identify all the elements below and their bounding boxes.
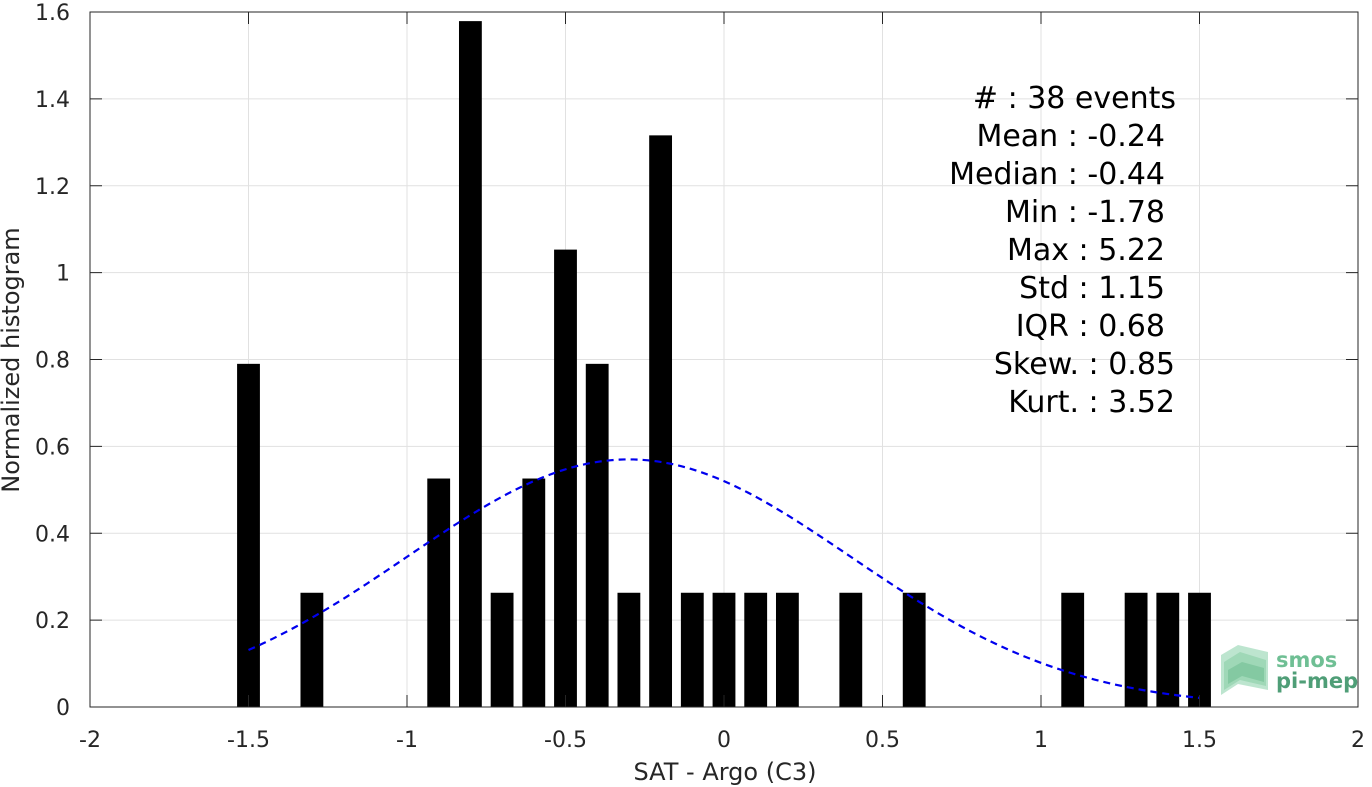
- histogram-bars: [237, 21, 1211, 708]
- histogram-bar: [775, 592, 799, 707]
- x-tick-label: 1: [1034, 728, 1048, 753]
- histogram-bar: [712, 592, 736, 707]
- histogram-bar: [744, 592, 768, 707]
- stat-line: Skew. : 0.85: [994, 347, 1175, 382]
- x-tick-label: 0: [717, 728, 731, 753]
- histogram-bar: [300, 592, 324, 707]
- x-tick-label: 1.5: [1182, 728, 1217, 753]
- histogram-bar: [1061, 592, 1085, 707]
- x-tick-label: -1: [396, 728, 418, 753]
- histogram-bar: [585, 363, 609, 707]
- histogram-bar: [649, 135, 673, 708]
- stat-line: # : 38 events: [973, 81, 1176, 116]
- histogram-bar: [680, 592, 704, 707]
- stat-line: Max : 5.22: [1007, 233, 1165, 268]
- gaussian-fit-line: [248, 458, 1200, 700]
- stat-line: Mean : -0.24: [976, 119, 1165, 154]
- logo-text-line1: smos: [1276, 648, 1337, 672]
- histogram-bar: [522, 478, 546, 707]
- x-tick-labels: -2 -1.5 -1 -0.5 0 0.5 1 1.5 2: [79, 728, 1365, 753]
- histogram-bar: [458, 21, 482, 707]
- y-tick-label: 0.6: [35, 435, 70, 460]
- histogram-bar: [554, 249, 577, 707]
- stat-line: IQR : 0.68: [1016, 309, 1165, 344]
- histogram-bar: [839, 592, 863, 707]
- y-tick-labels: 0 0.2 0.4 0.6 0.8 1 1.2 1.4 1.6: [35, 1, 70, 721]
- y-tick-label: 0.2: [35, 609, 70, 634]
- x-tick-label: -0.5: [544, 728, 587, 753]
- stat-line: Std : 1.15: [1019, 271, 1165, 306]
- stat-line: Kurt. : 3.52: [1008, 385, 1175, 420]
- histogram-bar: [617, 592, 641, 707]
- axes-frame: [89, 11, 1359, 708]
- histogram-bar: [1124, 592, 1148, 707]
- y-tick-label: 1: [56, 262, 70, 287]
- x-tick-label: -1.5: [227, 728, 270, 753]
- y-tick-label: 0.4: [35, 522, 70, 547]
- gaussian-fit-curve: [248, 458, 1200, 700]
- logo-text-line2: pi-mep: [1276, 669, 1358, 693]
- y-tick-label: 1.6: [35, 1, 70, 26]
- stat-line: Median : -0.44: [949, 157, 1165, 192]
- y-tick-label: 0: [56, 696, 70, 721]
- histogram-bar: [427, 478, 451, 707]
- x-axis-label: SAT - Argo (C3): [634, 758, 817, 786]
- stat-line: Min : -1.78: [1005, 195, 1165, 230]
- x-tick-label: -2: [79, 728, 101, 753]
- logo-mark-icon: [1221, 645, 1268, 695]
- y-tick-label: 0.8: [35, 349, 70, 374]
- histogram-bar: [1188, 592, 1211, 707]
- histogram-bar: [1156, 592, 1180, 707]
- histogram-bar: [490, 592, 514, 707]
- smos-pimep-logo: smos pi-mep: [1221, 645, 1358, 695]
- x-tick-label: 0.5: [865, 728, 900, 753]
- histogram-bar: [237, 363, 260, 707]
- x-tick-label: 2: [1351, 728, 1365, 753]
- histogram-bar: [902, 592, 926, 707]
- y-tick-label: 1.2: [35, 175, 70, 200]
- y-tick-label: 1.4: [35, 88, 70, 113]
- y-axis-label: Normalized histogram: [0, 227, 25, 492]
